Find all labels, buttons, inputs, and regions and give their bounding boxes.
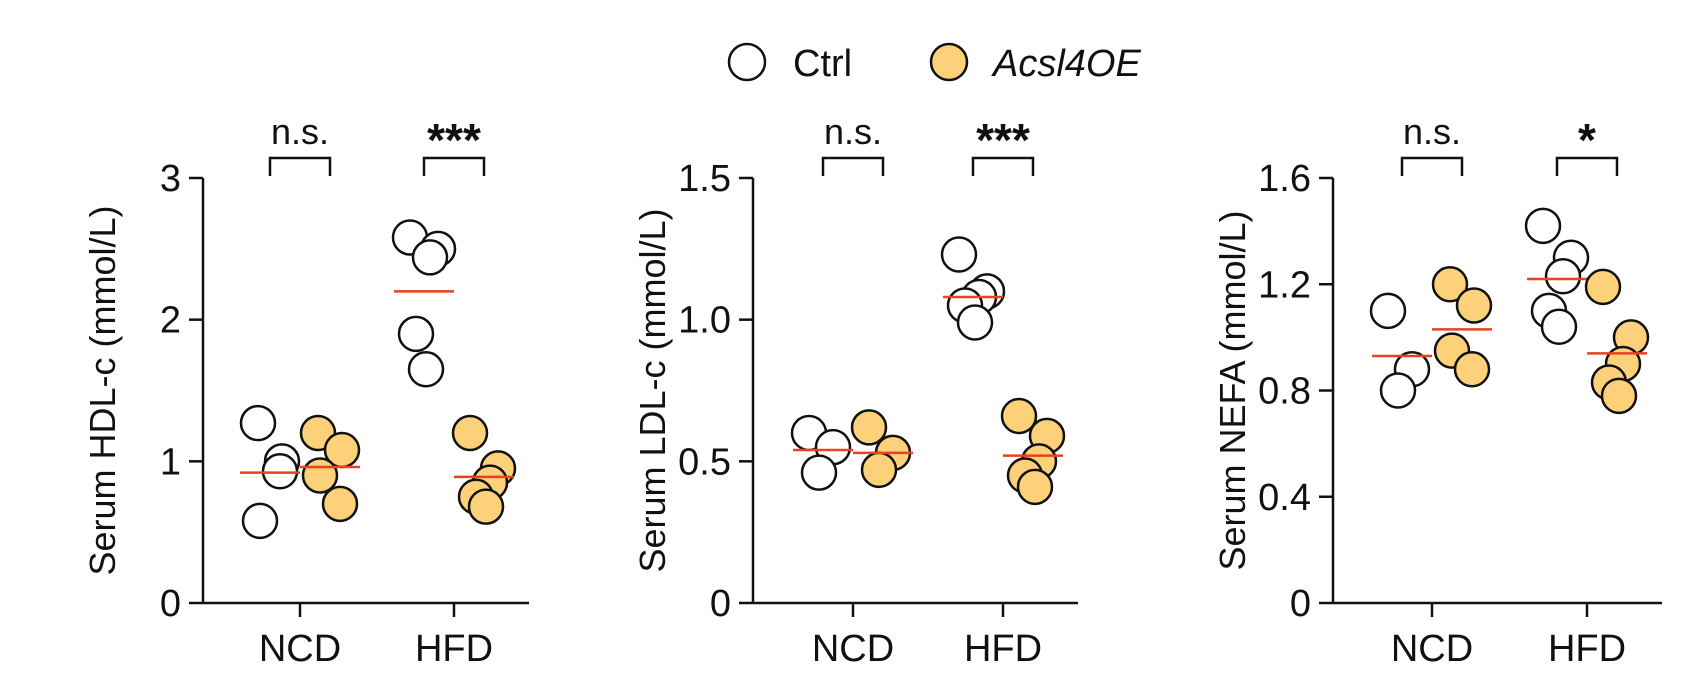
acsl4oe-data-point — [1455, 287, 1493, 324]
ctrl-data-point — [241, 502, 279, 540]
y-tick-label: 1.2 — [1258, 264, 1311, 306]
ctrl-data-point — [239, 404, 277, 442]
acsl4oe-data-point — [860, 451, 898, 489]
y-tick-label: 0 — [160, 583, 181, 625]
significance-label: n.s. — [271, 111, 329, 152]
legend-label-ctrl: Ctrl — [793, 43, 852, 85]
acsl4oe-data-point — [1431, 266, 1469, 303]
y-tick-label: 0.8 — [1258, 371, 1311, 413]
significance-label: * — [1578, 114, 1596, 166]
ctrl-data-point — [1369, 292, 1407, 330]
y-tick-label: 3 — [160, 158, 181, 200]
acsl4oe-data-point — [1000, 397, 1038, 435]
x-tick-label-ncd: NCD — [1391, 628, 1473, 670]
x-tick-label-ncd: NCD — [259, 628, 341, 670]
legend: Ctrl Acsl4OE — [727, 42, 1141, 85]
acsl4oe-data-point — [321, 485, 359, 523]
ctrl-data-point — [407, 351, 445, 388]
significance-label: n.s. — [824, 111, 882, 152]
significance-label: n.s. — [1403, 111, 1461, 152]
ctrl-data-point — [1524, 207, 1562, 245]
y-tick-label: 0.5 — [678, 441, 731, 483]
significance-bracket — [268, 156, 332, 176]
acsl4oe-data-point — [301, 457, 339, 494]
x-tick-label-hfd: HFD — [964, 628, 1042, 670]
acsl4oe-data-point — [451, 414, 489, 452]
y-axis-label: Serum LDL-c (mmol/L) — [632, 208, 673, 572]
acsl4oe-data-point — [1600, 377, 1638, 415]
acsl4oe-data-point — [1584, 268, 1622, 306]
significance-bracket — [971, 156, 1035, 176]
significance-bracket — [1555, 156, 1619, 176]
x-tick-label-ncd: NCD — [812, 628, 894, 670]
ctrl-data-point — [1540, 308, 1578, 345]
ctrl-data-point — [1379, 372, 1417, 409]
ctrl-data-point — [956, 304, 994, 341]
acsl4oe-data-point — [1016, 468, 1054, 506]
y-tick-label: 1 — [160, 441, 181, 483]
y-tick-label: 1.5 — [678, 158, 731, 200]
acsl4oe-data-point — [850, 409, 888, 446]
x-tick-label-hfd: HFD — [415, 628, 493, 670]
panel-1: 0 1 2 3 Serum HDL-c (mmol/L) NCD n.s. HFD *** — [82, 111, 529, 670]
acsl4oe-data-point — [1453, 351, 1491, 388]
y-tick-label: 0 — [710, 583, 731, 625]
y-tick-label: 0 — [1290, 583, 1311, 625]
significance-bracket — [1400, 156, 1464, 176]
y-tick-label: 0.4 — [1258, 477, 1311, 519]
y-tick-label: 1.0 — [678, 300, 731, 342]
significance-label: *** — [427, 114, 481, 166]
ctrl-data-point — [1544, 258, 1582, 295]
ctrl-data-point — [800, 454, 838, 491]
significance-label: *** — [976, 114, 1030, 166]
ctrl-data-point — [397, 315, 435, 353]
ctrl-data-point — [261, 453, 299, 490]
legend-marker-acsl4oe — [929, 42, 969, 82]
legend-label-acsl4oe: Acsl4OE — [991, 43, 1141, 85]
significance-bracket — [821, 156, 885, 176]
chart-panels: 0 1 2 3 Serum HDL-c (mmol/L) NCD n.s. HFD *** 0 0.… — [82, 111, 1662, 670]
x-tick-label-hfd: HFD — [1548, 628, 1626, 670]
ctrl-data-point — [940, 236, 978, 273]
y-tick-label: 1.6 — [1258, 158, 1311, 200]
legend-marker-ctrl — [727, 42, 767, 82]
ctrl-data-point — [411, 239, 449, 276]
y-axis-label: Serum NEFA (mmol/L) — [1212, 210, 1253, 570]
y-axis-label: Serum HDL-c (mmol/L) — [82, 205, 123, 575]
significance-bracket — [422, 156, 486, 176]
y-tick-label: 2 — [160, 300, 181, 342]
acsl4oe-data-point — [467, 488, 505, 525]
